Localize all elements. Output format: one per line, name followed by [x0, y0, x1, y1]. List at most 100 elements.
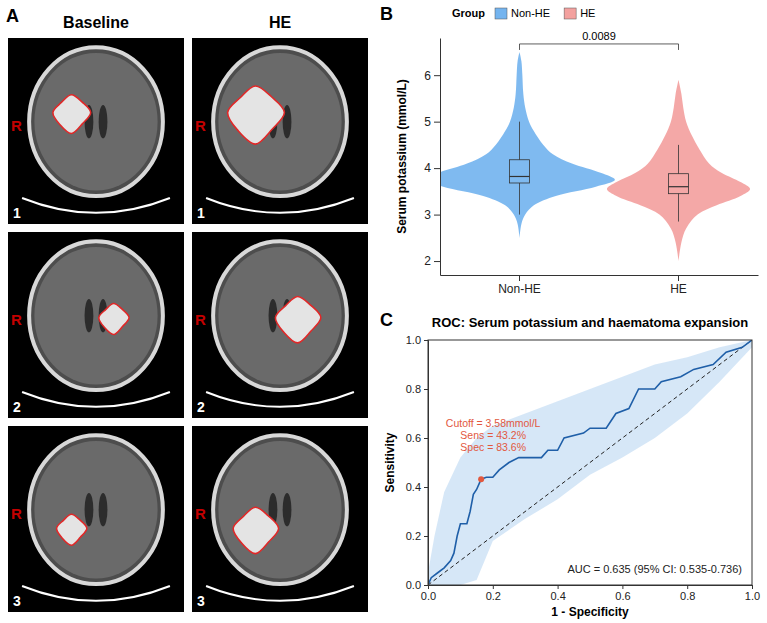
tick: 0.8 [680, 585, 695, 602]
x-axis: 0.0 0.2 0.4 0.6 0.8 1.0 [421, 585, 760, 602]
brain [218, 247, 341, 385]
cutoff-label: Spec = 83.6% [460, 441, 526, 453]
tick-mark [678, 275, 679, 281]
brain [218, 441, 341, 579]
headrest [22, 392, 170, 407]
figure-container: ABaselineHER1R1R2R2R3R3B23456Non-HEHESer… [0, 0, 767, 623]
tick-label: 0.8 [680, 590, 695, 602]
ct-image: R2 [8, 232, 184, 418]
axis-line [441, 275, 759, 276]
reference-diagonal [428, 340, 752, 585]
plot-area [428, 340, 752, 585]
side-label: R [195, 117, 206, 134]
image-background [192, 232, 368, 418]
column-header: HE [269, 14, 292, 31]
y-axis: 23456 [424, 39, 440, 276]
tick: 4 [424, 161, 440, 175]
headrest [22, 198, 170, 213]
ct-image: R3 [8, 426, 184, 612]
tick-label: 0.0 [406, 579, 421, 591]
headrest [206, 586, 354, 601]
skull [213, 435, 347, 584]
tick-mark [424, 487, 428, 488]
tick-mark [752, 585, 753, 589]
tick-label: 0.8 [406, 383, 421, 395]
y-axis: 0.00.20.40.60.81.0 [406, 334, 429, 591]
median [669, 186, 689, 187]
ventricle [85, 493, 94, 526]
brain [34, 53, 157, 191]
haematoma-outline [228, 86, 285, 144]
column-header: Baseline [63, 14, 129, 31]
axis-title: Serum potassium (mmol/L) [395, 79, 409, 234]
significance-bracket [520, 44, 679, 50]
tick-mark [424, 536, 428, 537]
box [510, 160, 530, 183]
panel-letter: A [6, 6, 19, 26]
case-number: 2 [13, 399, 21, 415]
tick: 1.0 [745, 585, 760, 602]
skull [213, 47, 347, 196]
tick-label: 3 [424, 208, 431, 222]
tick-label: 0.0 [421, 590, 436, 602]
plot-area [440, 52, 750, 261]
case-number: 1 [13, 205, 21, 221]
whisker [519, 122, 520, 160]
tick: 3 [424, 208, 440, 222]
tick: 0.2 [486, 585, 501, 602]
brain [34, 247, 157, 385]
tick-mark [434, 261, 440, 262]
whisker [678, 194, 679, 222]
tick-label: 5 [424, 115, 431, 129]
tick-label: HE [670, 282, 687, 296]
tick: 0.0 [406, 579, 428, 591]
tick-mark [424, 438, 428, 439]
box [669, 174, 689, 194]
tick-mark [434, 168, 440, 169]
headrest [22, 586, 170, 601]
tick-mark [424, 389, 428, 390]
legend: GroupNon-HEHE [452, 7, 595, 19]
chart-title: ROC: Serum potassium and haematoma expan… [432, 315, 748, 330]
haematoma-outline [53, 95, 91, 134]
tick-mark [519, 275, 520, 281]
whisker [678, 145, 679, 174]
violin [607, 80, 750, 261]
tick-mark [493, 585, 494, 589]
haematoma-outline [57, 514, 87, 545]
panel-letter: C [380, 310, 393, 330]
tick: 0.6 [406, 432, 428, 444]
tick: 1.0 [406, 334, 428, 346]
haematoma-outline [99, 303, 129, 334]
image-background [8, 426, 184, 612]
tick-label: 0.6 [615, 590, 630, 602]
tick-label: Non-HE [498, 282, 541, 296]
side-label: R [195, 311, 206, 328]
x-axis: Non-HE HE [441, 275, 759, 296]
median [510, 176, 530, 177]
skull [213, 241, 347, 390]
roc-curve [428, 340, 752, 585]
legend-label: Non-HE [511, 7, 550, 19]
violin [440, 52, 615, 238]
tick: 0.4 [550, 585, 565, 602]
axis-title: Sensitivity [383, 432, 397, 492]
tick-mark [424, 585, 428, 586]
tick: 0.4 [406, 481, 428, 493]
tick: 0.8 [406, 383, 428, 395]
side-label: R [11, 311, 22, 328]
headrest [206, 198, 354, 213]
case-number: 3 [197, 593, 205, 609]
ventricle [99, 105, 108, 138]
confidence-band [428, 340, 752, 585]
tick-mark [434, 215, 440, 216]
axis-line [429, 586, 753, 590]
legend-swatch [495, 8, 507, 19]
tick-mark [687, 585, 688, 589]
tick-label: 6 [424, 69, 431, 83]
tick-mark [434, 122, 440, 123]
auc-annotation: AUC = 0.635 (95% CI: 0.535-0.736) [567, 563, 742, 575]
cutoff-label: Sens = 43.2% [460, 429, 526, 441]
brain [218, 53, 341, 191]
headrest [206, 392, 354, 407]
